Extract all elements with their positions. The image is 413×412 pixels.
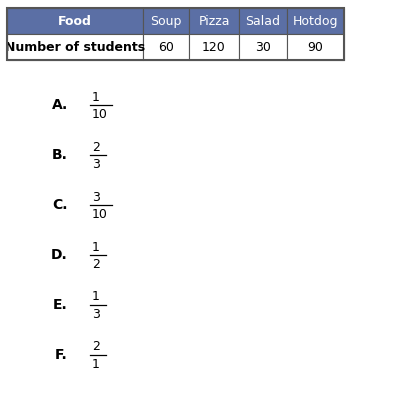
Text: 2: 2	[92, 340, 100, 353]
Text: 3: 3	[92, 190, 100, 204]
Bar	[7, 8, 344, 60]
Bar	[7, 8, 143, 34]
Bar	[189, 34, 239, 60]
Bar	[287, 8, 344, 34]
Text: 2: 2	[92, 258, 100, 271]
Text: Soup: Soup	[150, 14, 182, 28]
Text: 3: 3	[92, 307, 100, 321]
Bar	[287, 34, 344, 60]
Text: 120: 120	[202, 40, 226, 54]
Text: Pizza: Pizza	[198, 14, 230, 28]
Text: Food: Food	[58, 14, 92, 28]
Text: Salad: Salad	[245, 14, 280, 28]
Bar	[189, 8, 239, 34]
Bar	[7, 34, 143, 60]
Text: 10: 10	[92, 208, 108, 220]
Bar	[143, 8, 189, 34]
Text: 1: 1	[92, 358, 100, 370]
Text: 60: 60	[158, 40, 174, 54]
Text: 2: 2	[92, 140, 100, 154]
Bar	[143, 34, 189, 60]
Text: A.: A.	[52, 98, 68, 112]
Text: 1: 1	[92, 290, 100, 304]
Text: B.: B.	[52, 148, 68, 162]
Text: 3: 3	[92, 157, 100, 171]
Text: E.: E.	[53, 298, 68, 312]
Text: F.: F.	[55, 348, 68, 362]
Text: Hotdog: Hotdog	[293, 14, 338, 28]
Bar	[239, 34, 287, 60]
Bar	[239, 8, 287, 34]
Text: C.: C.	[52, 198, 68, 212]
Text: Number of students: Number of students	[5, 40, 145, 54]
Text: D.: D.	[51, 248, 68, 262]
Text: 30: 30	[255, 40, 271, 54]
Text: 1: 1	[92, 91, 100, 103]
Text: 90: 90	[308, 40, 323, 54]
Text: 10: 10	[92, 108, 108, 120]
Text: 1: 1	[92, 241, 100, 253]
